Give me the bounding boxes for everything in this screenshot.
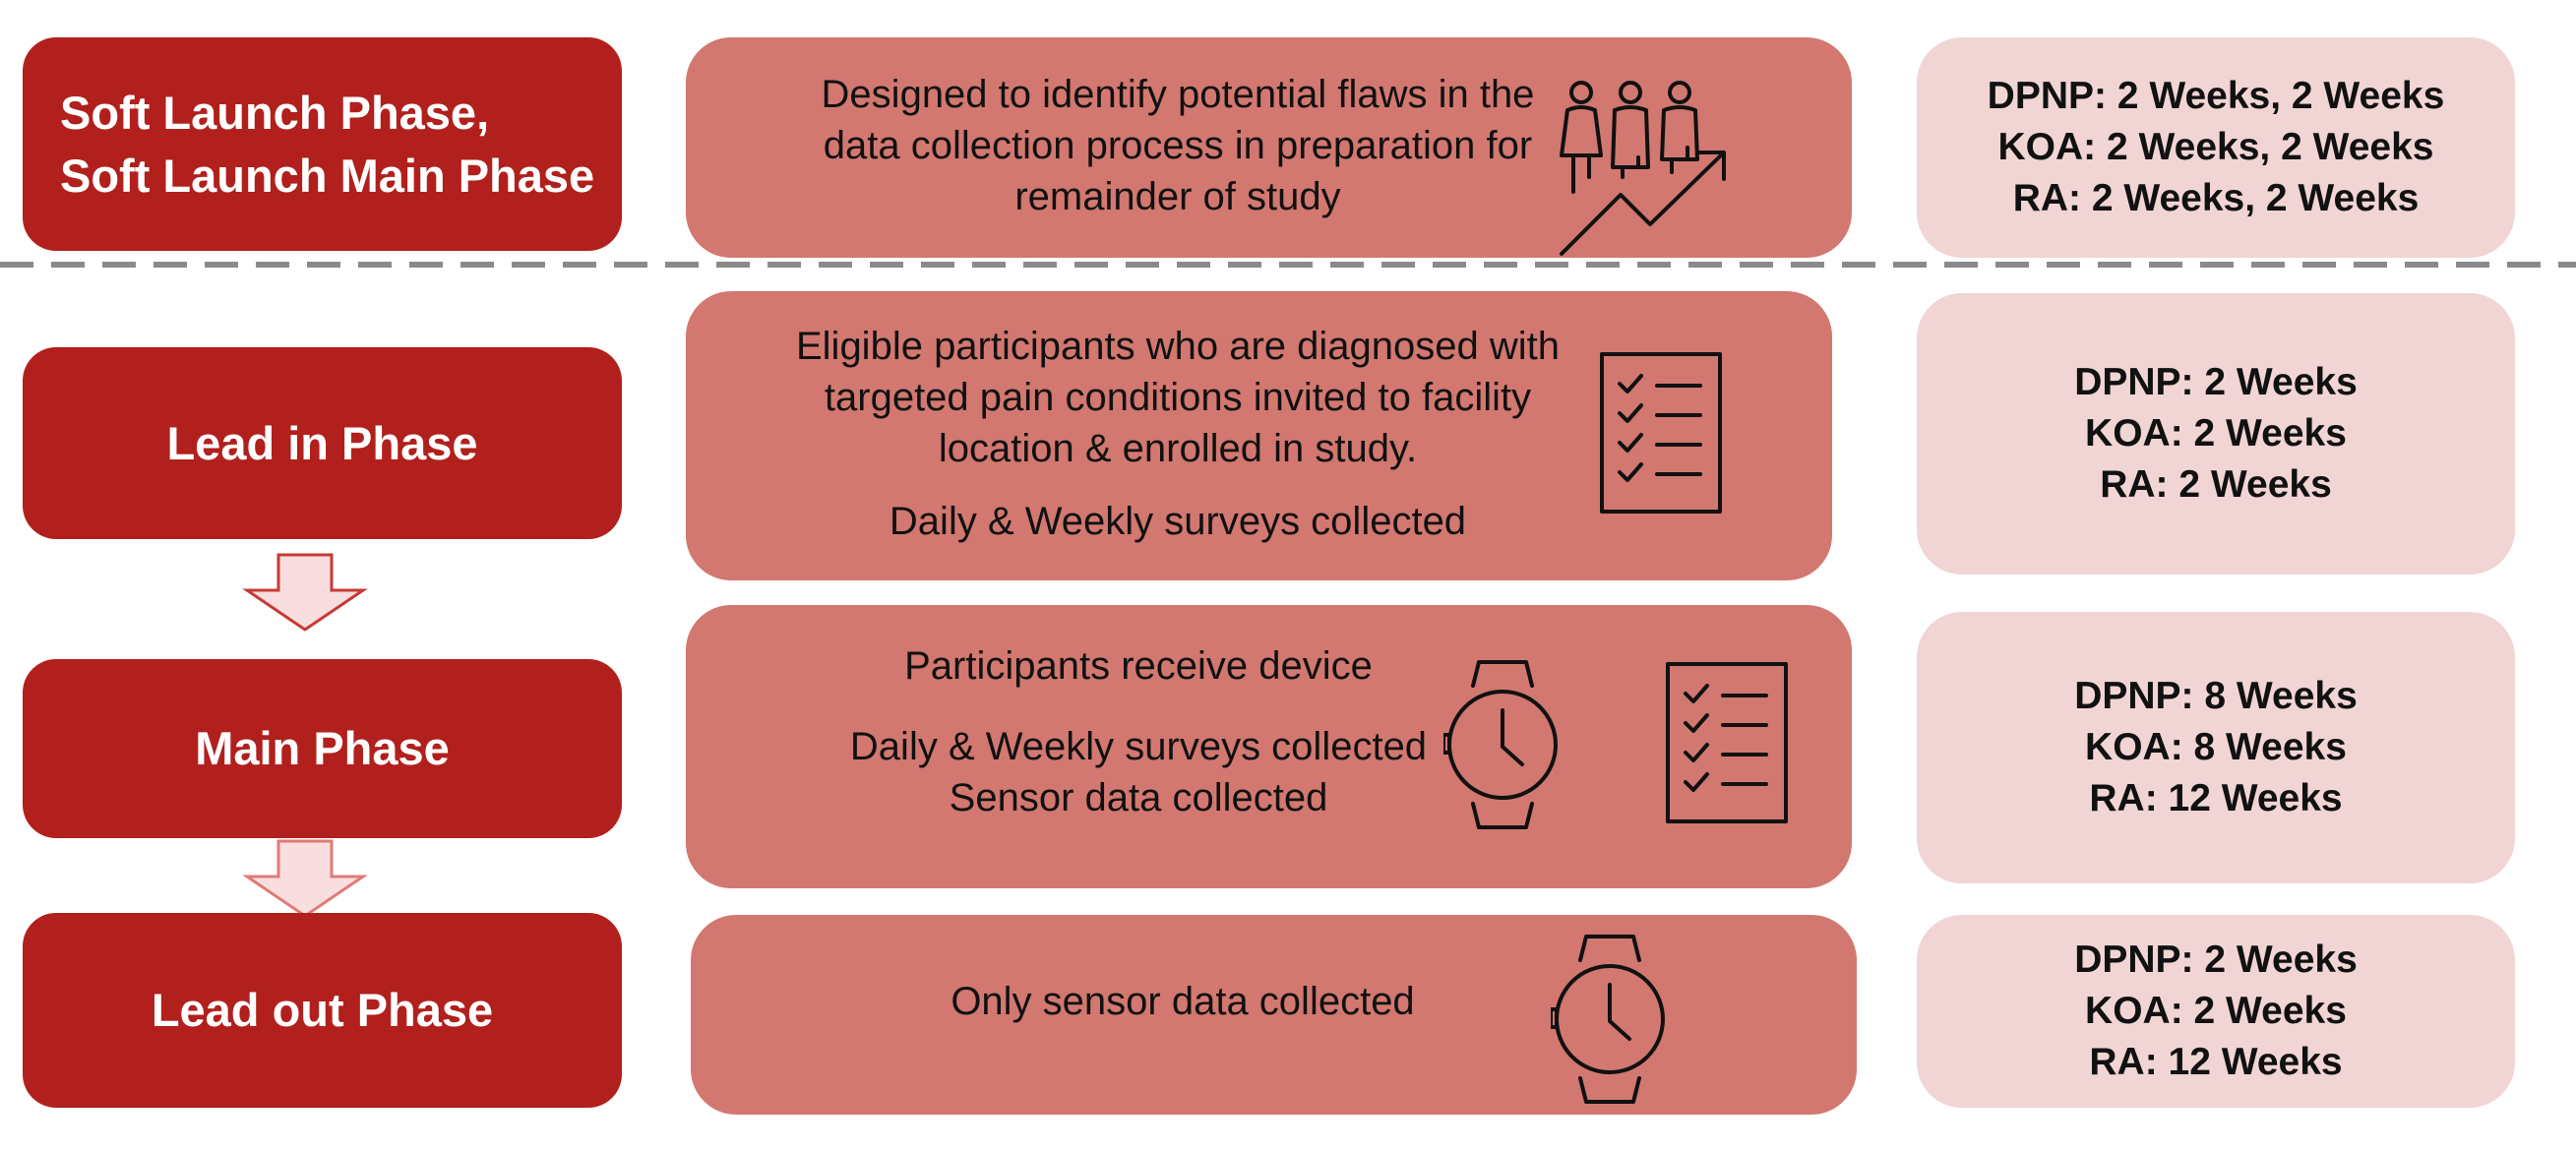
description-line: Participants receive device	[904, 644, 1373, 688]
description-box-soft-launch: Designed to identify potential flaws in …	[686, 37, 1852, 258]
duration-ra: RA: 12 Weeks	[2089, 1041, 2343, 1083]
description-line: Daily & Weekly surveys collected	[849, 725, 1428, 768]
duration-koa: KOA: 8 Weeks	[2085, 726, 2347, 768]
duration-box-soft-launch: DPNP: 2 Weeks, 2 Weeks KOA: 2 Weeks, 2 W…	[1917, 37, 2515, 258]
phase-box-lead-in: Lead in Phase	[23, 347, 622, 539]
phase-box-main: Main Phase	[23, 659, 622, 838]
duration-dpnp: DPNP: 2 Weeks	[2074, 939, 2358, 981]
phase-label-main: Main Phase	[195, 722, 450, 774]
description-box-lead-out: Only sensor data collected	[691, 915, 1857, 1115]
down-arrow	[242, 839, 368, 918]
checklist-icon	[1666, 662, 1788, 823]
dashed-divider	[0, 262, 2576, 268]
duration-ra: RA: 2 Weeks	[2100, 463, 2332, 506]
duration-box-lead-out: DPNP: 2 Weeks KOA: 2 Weeks RA: 12 Weeks	[1917, 915, 2515, 1108]
phase-box-soft-launch: Soft Launch Phase, Soft Launch Main Phas…	[23, 37, 622, 251]
description-box-lead-in: Eligible participants who are diagnosed …	[686, 291, 1832, 580]
phase-box-lead-out: Lead out Phase	[23, 913, 622, 1108]
description-line: Designed to identify potential flaws in …	[821, 73, 1535, 116]
duration-dpnp: DPNP: 8 Weeks	[2074, 675, 2358, 717]
checklist-icon	[1600, 352, 1722, 514]
down-arrow	[242, 553, 368, 632]
phase-label-soft-launch-main: Soft Launch Main Phase	[60, 149, 595, 202]
phase-label-lead-in: Lead in Phase	[166, 416, 478, 469]
duration-box-lead-in: DPNP: 2 Weeks KOA: 2 Weeks RA: 2 Weeks	[1917, 293, 2515, 575]
duration-ra: RA: 12 Weeks	[2089, 777, 2343, 819]
duration-koa: KOA: 2 Weeks, 2 Weeks	[1997, 126, 2434, 168]
duration-koa: KOA: 2 Weeks	[2085, 990, 2347, 1032]
description-line: location & enrolled in study.	[938, 427, 1418, 470]
description-line: remainder of study	[1014, 175, 1341, 218]
description-line: targeted pain conditions invited to faci…	[824, 376, 1532, 419]
phase-label-soft-launch: Soft Launch Phase,	[60, 86, 490, 139]
duration-box-main: DPNP: 8 Weeks KOA: 8 Weeks RA: 12 Weeks	[1917, 612, 2515, 883]
description-line: Daily & Weekly surveys collected	[889, 500, 1467, 543]
description-line: Sensor data collected	[949, 776, 1328, 819]
duration-dpnp: DPNP: 2 Weeks, 2 Weeks	[1987, 75, 2445, 117]
duration-dpnp: DPNP: 2 Weeks	[2074, 361, 2358, 403]
description-line: Eligible participants who are diagnosed …	[795, 325, 1560, 368]
smartwatch-icon	[1443, 660, 1558, 829]
phase-label-lead-out: Lead out Phase	[151, 984, 494, 1036]
description-box-main: Participants receive device Daily & Week…	[686, 605, 1852, 888]
description-line: Only sensor data collected	[951, 980, 1415, 1023]
duration-ra: RA: 2 Weeks, 2 Weeks	[2012, 177, 2420, 219]
smartwatch-icon	[1551, 935, 1665, 1104]
people-growth-icon	[1560, 81, 1726, 256]
description-line: data collection process in preparation f…	[823, 124, 1533, 167]
duration-koa: KOA: 2 Weeks	[2085, 412, 2347, 454]
